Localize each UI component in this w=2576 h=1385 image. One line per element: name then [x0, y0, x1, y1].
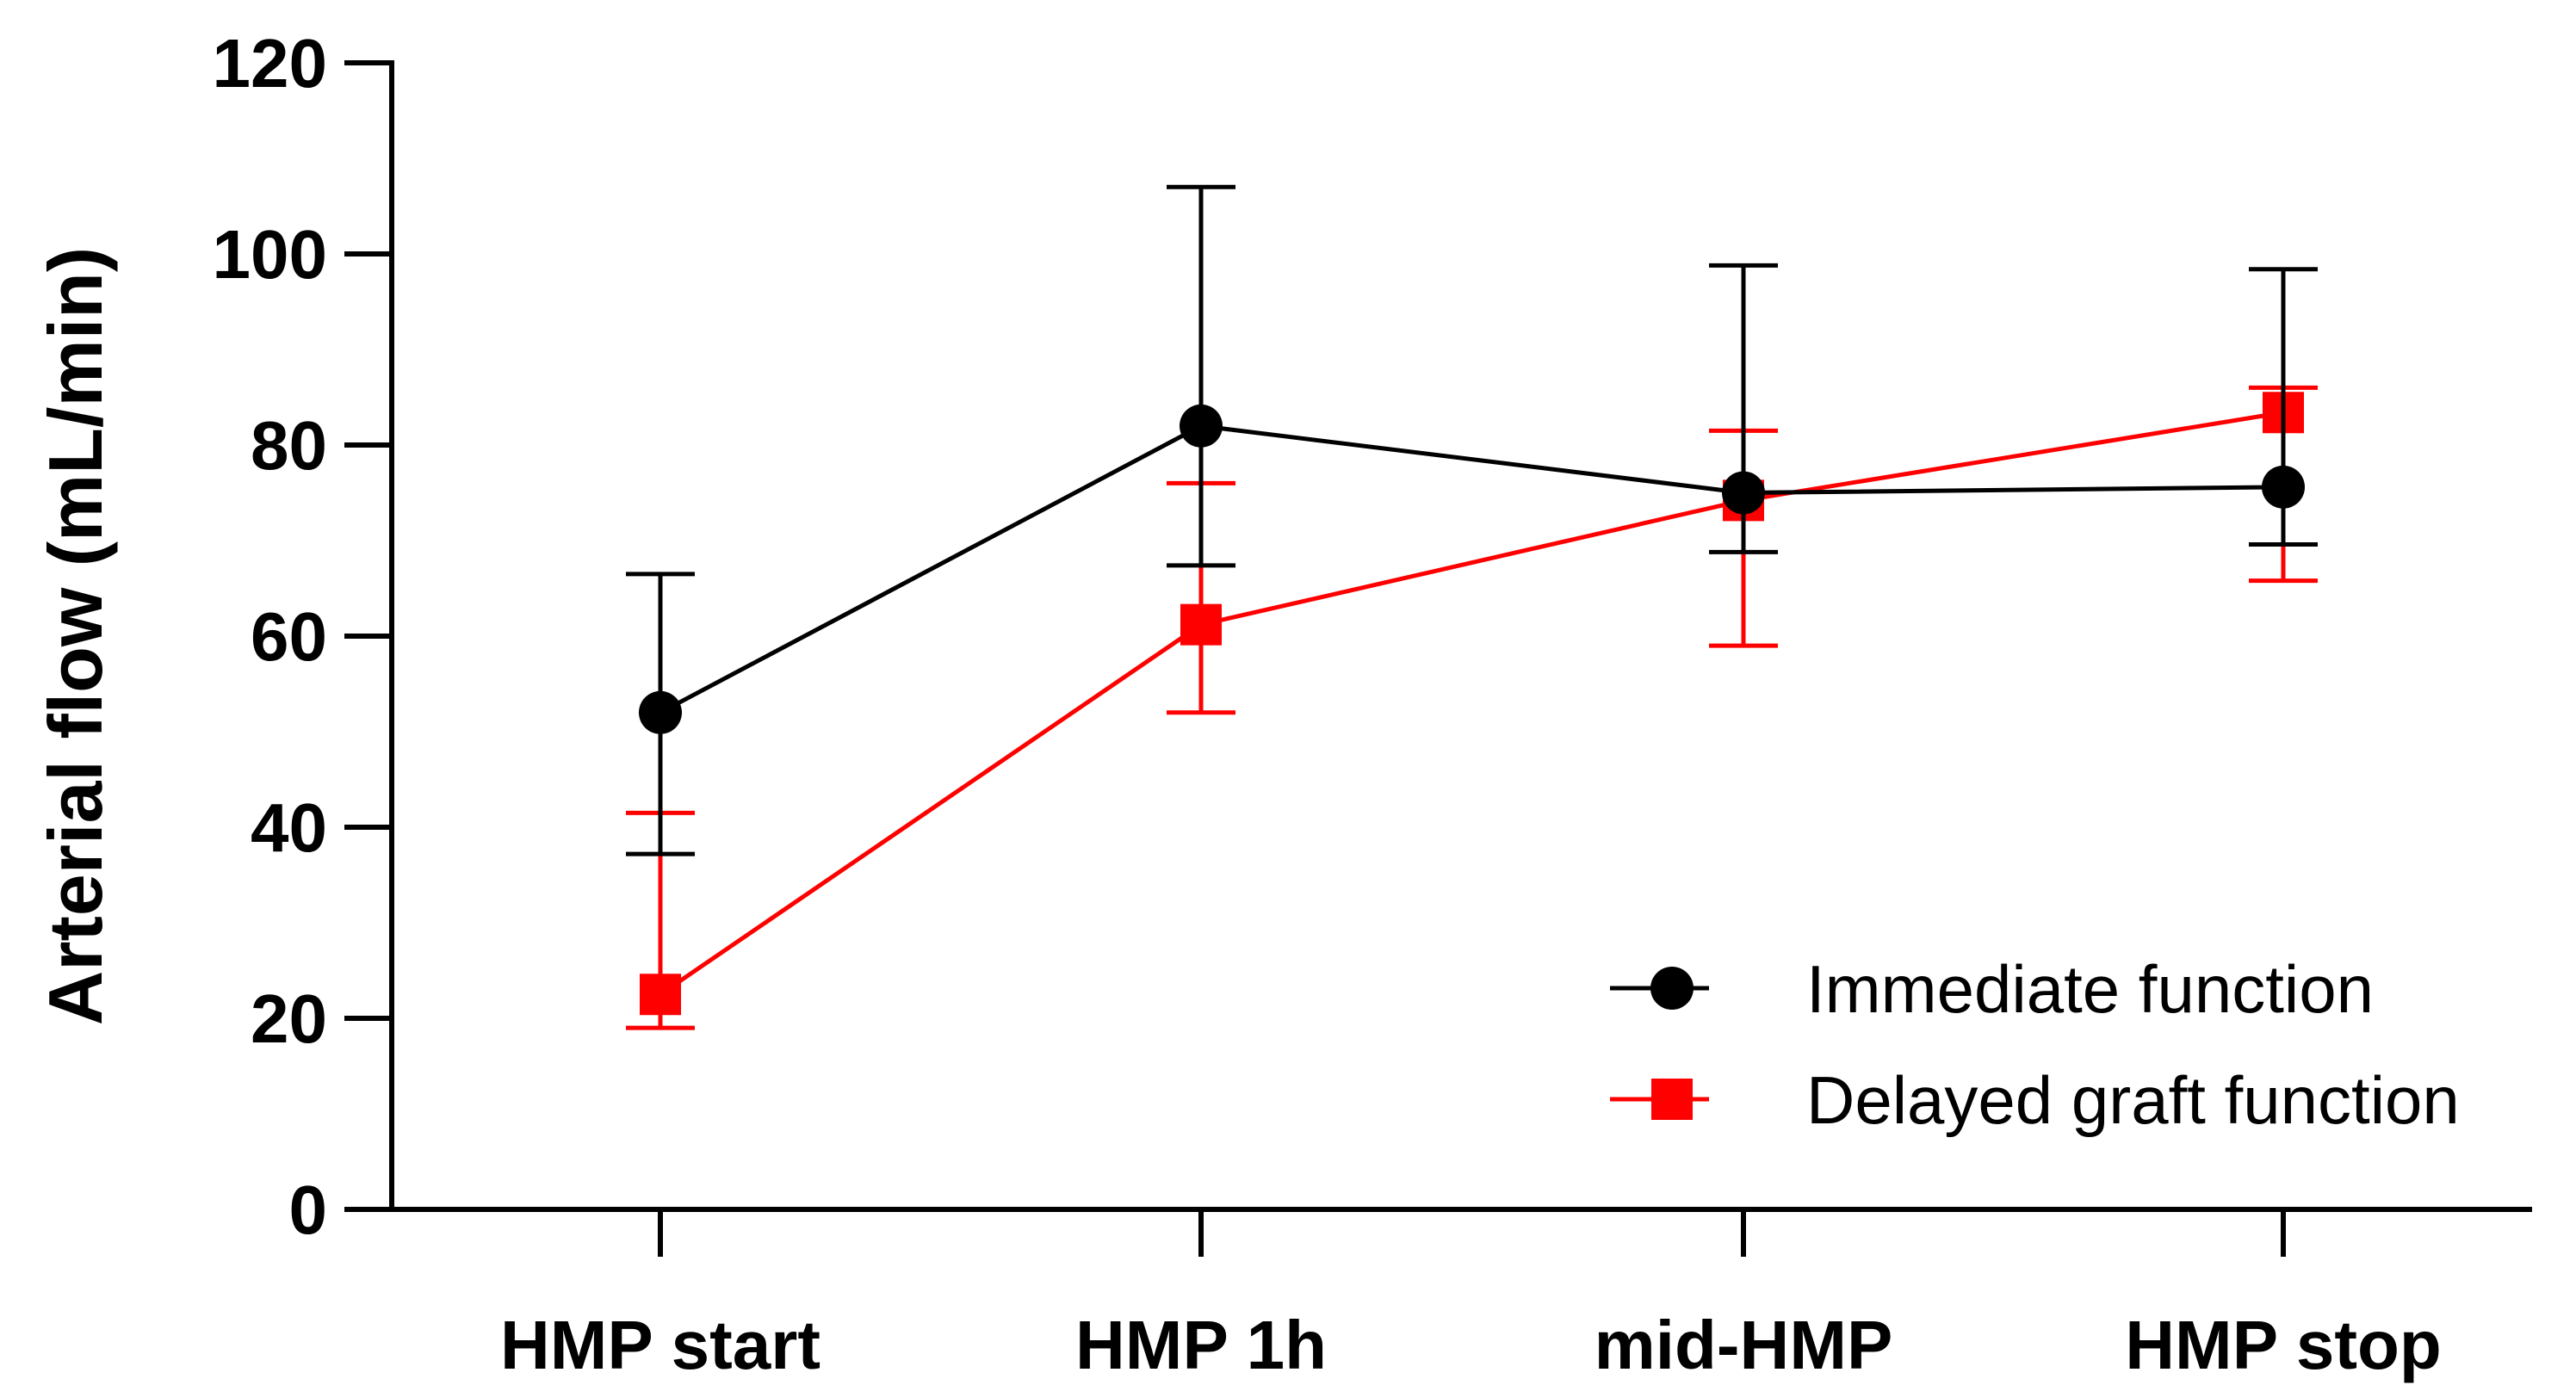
data-point	[1180, 404, 1223, 448]
x-tick-label: HMP start	[500, 1307, 820, 1383]
data-point	[1722, 471, 1765, 515]
axes-layer: Arterial flow (mL/min)	[33, 60, 2532, 1212]
series-immediate-function	[626, 184, 2318, 856]
data-point	[640, 974, 681, 1016]
series-line	[659, 424, 2284, 715]
ticks-layer: 0 20 40 60 80 100 120 HMP start HMP 1h mid-HMP HMP…	[213, 25, 2442, 1383]
y-tick-label: 40	[251, 789, 327, 866]
x-tick-label: HMP 1h	[1075, 1307, 1327, 1383]
x-tick-label: HMP stop	[2125, 1307, 2441, 1383]
y-tick-label: 20	[251, 980, 327, 1057]
legend: Immediate function Delayed graft function	[1610, 951, 2460, 1138]
series-line	[659, 410, 2284, 997]
data-point	[1180, 603, 1222, 646]
y-tick-label: 80	[251, 407, 327, 484]
series-layer	[626, 184, 2318, 1030]
series-delayed-graft-function	[626, 385, 2318, 1030]
y-tick-label: 100	[213, 216, 327, 293]
y-tick-label: 120	[213, 25, 327, 102]
legend-marker-circle	[1650, 967, 1694, 1010]
data-point	[2262, 465, 2305, 509]
data-point	[639, 690, 682, 734]
y-tick-label: 0	[289, 1172, 328, 1248]
legend-marker-square	[1651, 1079, 1693, 1120]
legend-label: Delayed graft function	[1806, 1062, 2460, 1138]
x-tick-label: mid-HMP	[1595, 1307, 1893, 1383]
y-tick-label: 60	[251, 598, 327, 675]
y-axis-title: Arterial flow (mL/min)	[33, 247, 118, 1026]
legend-label: Immediate function	[1806, 951, 2374, 1027]
